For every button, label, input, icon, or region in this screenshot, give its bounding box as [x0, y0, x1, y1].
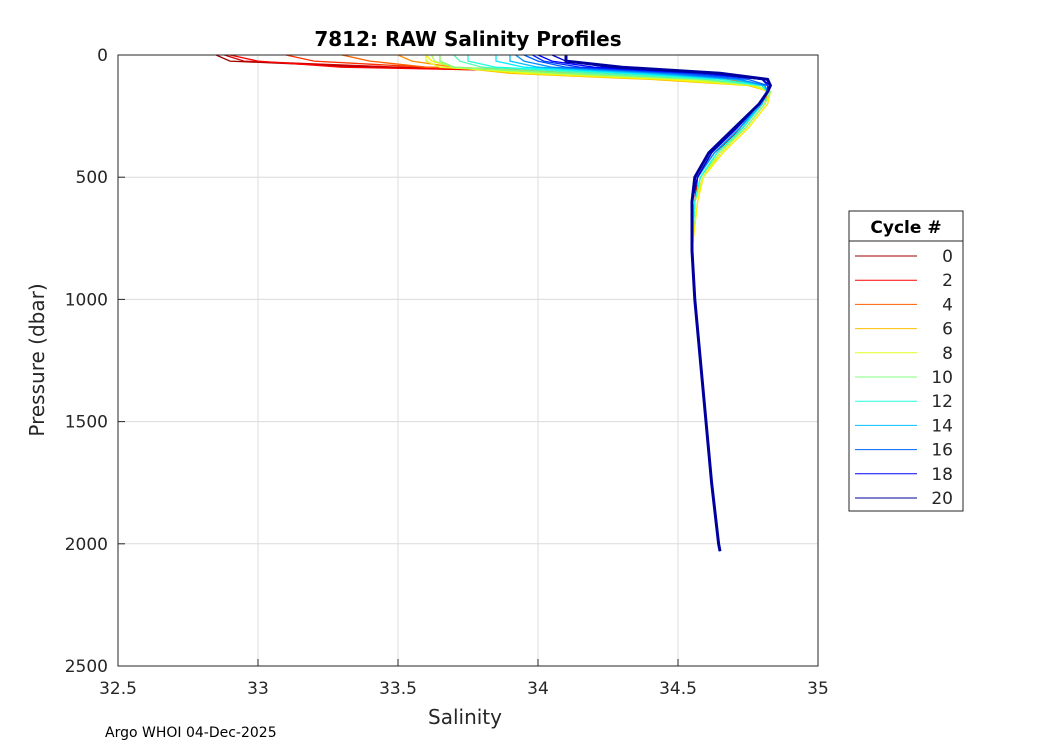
profile-line-cycle-14: [509, 55, 769, 552]
legend-label: 4: [942, 295, 953, 315]
x-tick-label: 34: [527, 679, 549, 699]
profile-line-cycle-11: [453, 54, 769, 552]
legend-label: 2: [942, 271, 953, 291]
chart-title: 7812: RAW Salinity Profiles: [314, 27, 621, 51]
legend-label: 6: [942, 320, 953, 340]
y-tick-label: 1500: [65, 413, 108, 433]
footer-credit: Argo WHOI 04-Dec-2025: [105, 725, 277, 741]
legend-box: [848, 210, 964, 512]
x-tick-label: 35: [807, 679, 829, 699]
profile-line-cycle-18: [537, 54, 772, 552]
profile-line-cycle-8: [425, 55, 772, 552]
legend-title: Cycle #: [870, 218, 941, 238]
profile-line-cycle-4: [341, 54, 769, 552]
profile-line-cycle-0: [215, 54, 769, 552]
legend-label: 16: [931, 441, 953, 461]
x-tick-label: 33.5: [379, 679, 417, 699]
legend-label: 20: [931, 489, 953, 509]
legend-label: 8: [942, 344, 953, 364]
legend-label: 0: [942, 247, 953, 267]
y-tick-label: 500: [76, 168, 108, 188]
y-axis-label: Pressure (dbar): [25, 283, 49, 436]
x-tick-label: 34.5: [659, 679, 697, 699]
plot-frame: [117, 54, 819, 667]
y-tick-label: 2500: [65, 657, 108, 677]
y-tick-label: 0: [97, 46, 108, 66]
x-tick-label: 32.5: [99, 679, 137, 699]
legend: Cycle # 0 2 4 6 8 10 12 14 16 18 20: [848, 210, 964, 512]
profile-line-cycle-2: [229, 54, 769, 552]
profile-line-cycle-1: [224, 54, 769, 552]
x-tick-label: 33: [247, 679, 269, 699]
profile-line-cycle-15: [515, 54, 769, 552]
profile-line-cycle-9: [431, 54, 772, 552]
profile-line-cycle-6: [439, 55, 772, 552]
profile-line-cycle-20: [564, 55, 773, 552]
y-tick-label: 2000: [65, 535, 108, 555]
profile-line-cycle-10: [439, 55, 772, 552]
x-axis-label: Salinity: [428, 705, 502, 729]
legend-label: 14: [931, 416, 953, 436]
profile-line-cycle-7: [425, 54, 772, 552]
legend-label: 12: [931, 392, 953, 412]
legend-label: 10: [931, 368, 953, 388]
profile-line-cycle-13: [495, 55, 769, 552]
profile-line-cycle-12: [467, 55, 769, 552]
legend-label: 18: [931, 465, 953, 485]
y-tick-label: 1000: [65, 290, 108, 310]
